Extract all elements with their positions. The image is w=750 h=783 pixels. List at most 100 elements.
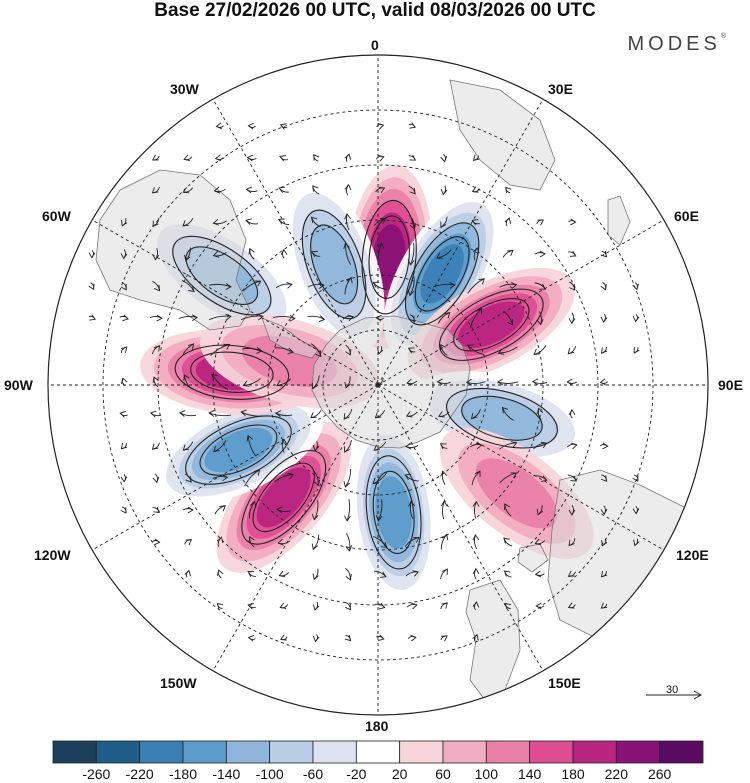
wind-arrow: [277, 538, 291, 546]
wind-arrow: [504, 217, 512, 227]
colorbar-tick-label: 180: [561, 766, 585, 782]
latitude-circle: [157, 164, 599, 606]
wind-arrow: [246, 434, 257, 457]
wind-arrow: [274, 472, 295, 482]
wind-arrow: [407, 276, 415, 297]
wind-arrow: [407, 347, 416, 354]
wind-arrow: [375, 602, 386, 610]
wind-arrow: [242, 347, 263, 354]
contour-pos-140w: [252, 462, 315, 533]
wind-vectors: [88, 122, 640, 643]
wind-arrow: [600, 313, 608, 324]
wind-arrow: [600, 250, 608, 258]
anomaly-shade-neg-100e-3: [461, 396, 543, 441]
wind-arrow: [244, 469, 261, 487]
meridian-line: [377, 384, 544, 672]
wind-arrow: [567, 570, 576, 577]
wind-arrow: [436, 249, 452, 259]
colorbar-swatch: [182, 740, 227, 764]
wind-arrow: [242, 378, 261, 387]
wind-arrow: [152, 248, 160, 261]
wind-arrow: [184, 473, 192, 483]
wind-arrow: [152, 473, 160, 484]
wind-arrow: [406, 602, 418, 610]
contour-pos-85w: [174, 344, 290, 400]
wind-arrow: [440, 500, 448, 520]
wind-arrow: [376, 378, 384, 387]
wind-arrow: [440, 568, 448, 580]
wind-arrow: [569, 281, 576, 291]
wind-arrow: [312, 634, 320, 643]
wind-arrow: [568, 409, 576, 419]
wind-arrow: [408, 122, 416, 129]
wind-arrow: [632, 506, 640, 515]
wind-arrow: [151, 345, 161, 355]
wind-arrow: [214, 154, 225, 162]
wind-arrow: [472, 246, 480, 261]
brand-text: MODES: [627, 33, 721, 55]
wind-arrow: [248, 500, 257, 519]
wind-arrow: [310, 410, 322, 419]
reference-vector: [646, 690, 703, 700]
lon-label-180: 180: [365, 718, 389, 734]
wind-arrow: [278, 218, 290, 226]
wind-arrow: [599, 378, 608, 386]
lon-label-60e: 60E: [674, 208, 699, 224]
contour-neg-60w: [172, 235, 272, 316]
wind-arrow: [440, 216, 448, 229]
wind-arrow: [151, 442, 160, 450]
meridian-line: [212, 384, 379, 672]
wind-arrow: [183, 154, 193, 161]
colorbar-tick-label: -100: [255, 766, 284, 782]
contour-neg-20w: [310, 224, 359, 305]
wind-arrow: [120, 506, 127, 514]
wind-arrow: [472, 567, 480, 580]
wind-arrow: [600, 602, 608, 609]
colorbar-tick-label: 220: [604, 766, 629, 782]
anomaly-shade-neg-115w-4: [204, 427, 273, 473]
contour-neg-100e: [461, 395, 543, 441]
tasmania-land: [517, 543, 549, 573]
meridian-line: [377, 384, 665, 551]
wind-arrow: [345, 344, 352, 356]
wind-arrow: [213, 186, 226, 194]
anomaly-shade-pos-140w-4: [256, 467, 311, 528]
lon-label-90w: 90W: [4, 377, 33, 393]
wind-arrow: [152, 154, 160, 161]
colorbar-swatch: [442, 740, 487, 764]
wind-arrow: [121, 218, 128, 227]
wind-arrow: [405, 442, 419, 450]
map-body: [48, 55, 708, 715]
lon-label-150w: 150W: [160, 675, 197, 691]
wind-arrow: [567, 474, 577, 482]
wind-arrow: [503, 570, 512, 578]
colorbar-tick-label: 20: [391, 766, 408, 782]
wind-arrow: [247, 122, 256, 130]
wind-arrow: [312, 601, 320, 611]
wind-arrow: [505, 186, 512, 194]
colorbar-tick-label: 60: [435, 766, 451, 782]
colorbar-swatch: [269, 740, 314, 764]
wind-arrow: [248, 247, 255, 260]
wind-arrow: [472, 601, 480, 611]
wind-arrow: [376, 634, 385, 642]
contour-neg-30e: [404, 222, 480, 326]
wind-arrow: [536, 219, 545, 226]
wind-arrow: [152, 538, 161, 546]
wind-arrow: [178, 314, 199, 322]
wind-arrow: [213, 440, 227, 453]
colorbar-swatch: [52, 740, 97, 764]
lon-label-60w: 60W: [42, 208, 71, 224]
wind-arrow: [211, 373, 229, 391]
wind-arrow: [404, 536, 420, 547]
wind-arrow: [503, 310, 514, 326]
wind-arrow: [121, 377, 128, 387]
wind-arrow: [344, 276, 353, 295]
wind-arrow: [376, 123, 385, 130]
wind-arrow: [184, 569, 191, 578]
wind-arrow: [152, 280, 161, 292]
wind-arrow: [119, 314, 129, 322]
wind-arrow: [599, 442, 609, 450]
lon-label-0: 0: [371, 37, 379, 53]
colorbar-swatch: [659, 740, 704, 764]
